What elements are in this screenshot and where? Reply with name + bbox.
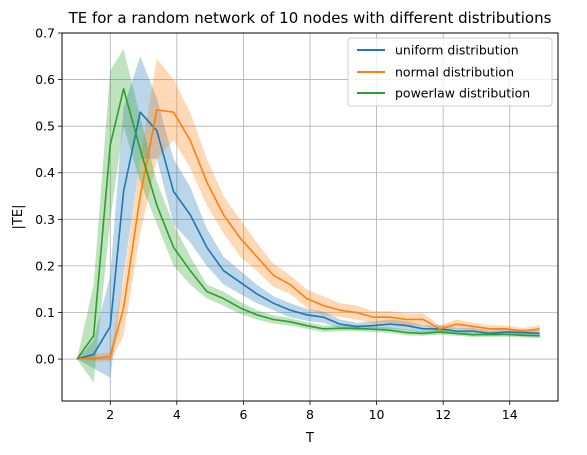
y-tick-label: 0.5	[35, 119, 55, 134]
x-tick-label: 4	[173, 407, 181, 422]
x-tick-label: 2	[106, 407, 114, 422]
x-tick-label: 10	[369, 407, 385, 422]
legend: uniform distribution normal distribution…	[347, 37, 553, 107]
legend-box	[347, 37, 553, 107]
y-tick-label: 0.0	[35, 352, 55, 367]
band-uniform	[76, 56, 540, 378]
x-tick-label: 14	[502, 407, 518, 422]
y-tick-label: 0.6	[35, 72, 55, 87]
line-uniform	[76, 111, 540, 360]
y-axis-label: |TE|	[11, 205, 26, 230]
band-powerlaw	[76, 49, 540, 383]
chart-title: TE for a random network of 10 nodes with…	[68, 9, 552, 27]
series-lines	[76, 88, 540, 360]
y-tick-label: 0.7	[35, 26, 55, 41]
y-tick-label: 0.2	[35, 258, 55, 273]
y-tick-label: 0.4	[35, 165, 55, 180]
x-tick-label: 12	[435, 407, 451, 422]
y-tick-label: 0.3	[35, 212, 55, 227]
band-normal	[76, 58, 540, 362]
legend-label-normal: normal distribution	[395, 65, 514, 80]
x-axis-label: T	[305, 431, 314, 446]
line-powerlaw	[76, 88, 540, 360]
line-normal	[76, 109, 540, 360]
x-tick-label: 8	[306, 407, 314, 422]
legend-label-uniform: uniform distribution	[395, 43, 519, 58]
legend-label-powerlaw: powerlaw distribution	[395, 86, 530, 101]
axis-ticks: 2 4 6 8 10 12 14 0.0 0.1 0.2 0.3 0.4 0.5 0.6 0.7	[35, 26, 518, 423]
x-tick-label: 6	[239, 407, 247, 422]
y-tick-label: 0.1	[35, 305, 55, 320]
confidence-bands	[76, 49, 540, 383]
